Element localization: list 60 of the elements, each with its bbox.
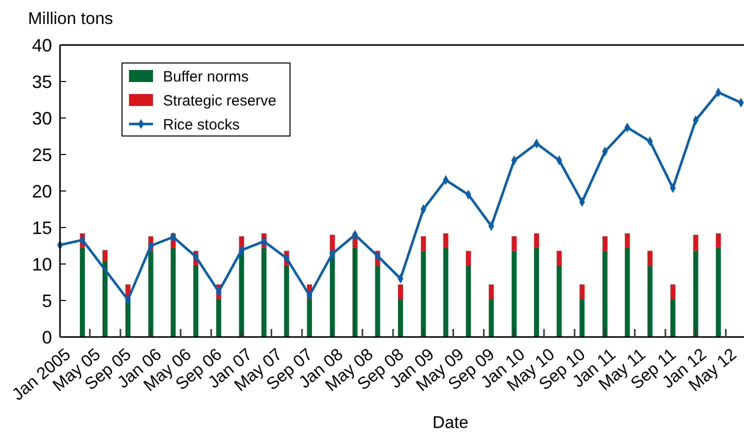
bar [534, 233, 540, 248]
bar [556, 250, 562, 266]
y-tick-label: 20 [32, 181, 52, 202]
y-tick-label: 30 [32, 108, 52, 128]
legend-label: Rice stocks [163, 116, 240, 134]
bar [534, 248, 540, 337]
bar [239, 250, 244, 337]
bar [716, 233, 721, 248]
bar [261, 248, 266, 337]
bar [102, 250, 108, 262]
bar [602, 250, 608, 337]
bar [170, 248, 176, 337]
legend-label: Strategic reserve [163, 92, 276, 110]
bar [670, 299, 676, 337]
bar [443, 233, 448, 248]
bar [512, 250, 517, 337]
bar [580, 299, 585, 337]
bar [556, 265, 562, 337]
y-tick-label: 25 [32, 144, 52, 165]
bar [716, 248, 721, 337]
x-axis-title: Date [432, 413, 468, 432]
bar [512, 236, 517, 251]
bar [693, 250, 698, 337]
y-axis-title: Million tons [28, 9, 114, 28]
bar [488, 284, 494, 300]
bar [306, 299, 312, 337]
legend-label: Buffer norms [163, 68, 249, 86]
bar [193, 265, 198, 337]
bar [670, 284, 676, 300]
bar [352, 248, 358, 337]
bar [466, 265, 471, 337]
y-tick-label: 40 [32, 35, 52, 56]
y-tick-label: 5 [42, 290, 52, 311]
bar [216, 299, 222, 337]
bar [647, 250, 652, 266]
bar [466, 250, 471, 266]
bar [420, 236, 426, 251]
bar [602, 236, 608, 251]
bar [148, 250, 154, 337]
bar [693, 234, 698, 251]
y-tick-label: 10 [32, 254, 52, 274]
y-tick-label: 0 [42, 327, 52, 348]
bar [488, 299, 494, 337]
bar [102, 261, 108, 337]
bar [330, 250, 335, 337]
bar [284, 265, 290, 337]
bar [80, 248, 85, 337]
bar [420, 250, 426, 337]
bar [580, 284, 585, 300]
bar [398, 284, 403, 300]
bar [624, 248, 630, 337]
bar [624, 233, 630, 248]
y-tick-label: 15 [32, 218, 52, 238]
bar [125, 299, 130, 337]
bar [330, 234, 335, 251]
bar [398, 299, 403, 337]
bar [647, 265, 652, 337]
bar [375, 265, 380, 337]
bar [443, 248, 448, 337]
y-tick-label: 35 [32, 72, 52, 92]
